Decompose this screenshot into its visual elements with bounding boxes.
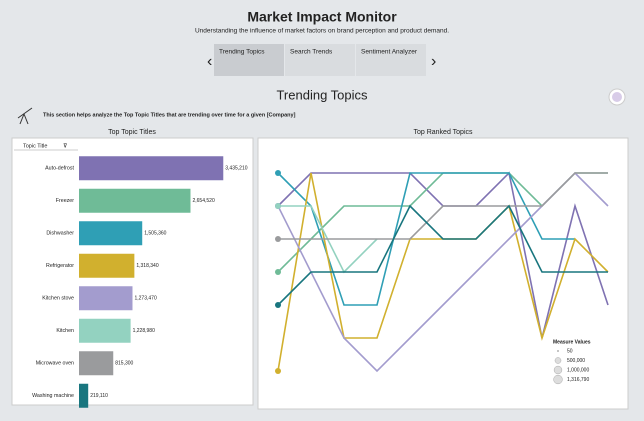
tabs: Trending Topics Search Trends Sentiment An… bbox=[214, 44, 426, 76]
tab[interactable] bbox=[285, 44, 355, 76]
series-marker bbox=[275, 368, 281, 374]
series-line bbox=[278, 172, 608, 240]
bar bbox=[79, 351, 114, 376]
line-panel bbox=[257, 137, 629, 410]
title: Market Impact Monitor bbox=[247, 9, 397, 25]
category-label: Dishwasher bbox=[46, 231, 74, 237]
series-line bbox=[277, 204, 608, 306]
category-label: Auto-defrost bbox=[45, 166, 74, 172]
legend-size bbox=[554, 357, 562, 364]
tab-label[interactable]: Search Trends bbox=[290, 49, 333, 56]
legend-label: 500,000 bbox=[567, 358, 585, 364]
series-marker bbox=[275, 170, 281, 176]
value-label: 2,654,520 bbox=[192, 198, 214, 204]
category-label: Refrigerator bbox=[46, 263, 74, 269]
value-label: 1,273,470 bbox=[134, 296, 156, 302]
value-label: 219,110 bbox=[90, 393, 108, 399]
tab[interactable] bbox=[356, 44, 426, 76]
series-marker bbox=[275, 236, 281, 242]
logo-inner bbox=[612, 92, 622, 102]
tab-label[interactable]: Sentiment Analyzer bbox=[361, 49, 418, 56]
series-marker bbox=[275, 269, 281, 275]
value-label: 3,435,210 bbox=[225, 166, 247, 172]
bar bbox=[79, 286, 133, 311]
column-header: Topic Title bbox=[23, 143, 47, 149]
prev-arrow[interactable]: ‹ bbox=[207, 53, 212, 70]
legend-size bbox=[553, 374, 563, 385]
bar bbox=[79, 318, 131, 343]
category-label: Microwave oven bbox=[36, 361, 74, 367]
series-marker bbox=[275, 302, 281, 308]
legend-label: 50 bbox=[567, 348, 573, 354]
bar-chart-title: Top Topic Titles bbox=[108, 129, 156, 136]
legend-label: 1,000,000 bbox=[567, 367, 589, 373]
legend-title: Measure Values bbox=[553, 339, 591, 345]
tab[interactable] bbox=[214, 44, 284, 76]
legend-label: 1,316,790 bbox=[567, 377, 589, 383]
subtitle: Understanding the influence of market fa… bbox=[195, 28, 449, 35]
line-chart-title: Top Ranked Topics bbox=[413, 129, 473, 136]
next-arrow[interactable]: › bbox=[431, 53, 436, 70]
bar bbox=[79, 188, 191, 213]
legend-size bbox=[553, 365, 563, 375]
category-label: Freezer bbox=[56, 198, 74, 204]
category-label: Kitchen bbox=[56, 328, 74, 334]
filter-icon[interactable]: ⊽ bbox=[63, 143, 67, 150]
value-label: 1,505,360 bbox=[144, 231, 166, 237]
category-label: Kitchen stove bbox=[42, 296, 74, 302]
legend-size bbox=[556, 349, 560, 353]
tab-label[interactable]: Trending Topics bbox=[219, 49, 265, 56]
series-marker bbox=[275, 203, 281, 209]
bar bbox=[79, 156, 224, 181]
category-label: Washing machine bbox=[32, 393, 74, 399]
value-label: 1,318,340 bbox=[136, 263, 158, 269]
bar bbox=[79, 221, 143, 246]
bar bbox=[79, 253, 135, 278]
value-label: 1,228,980 bbox=[133, 328, 155, 334]
bar bbox=[79, 383, 89, 408]
telescope-icon bbox=[17, 107, 33, 125]
section-title: Trending Topics bbox=[276, 87, 368, 102]
section-description: This section helps analyze the Top Topic… bbox=[43, 112, 296, 118]
value-label: 815,300 bbox=[115, 361, 133, 367]
